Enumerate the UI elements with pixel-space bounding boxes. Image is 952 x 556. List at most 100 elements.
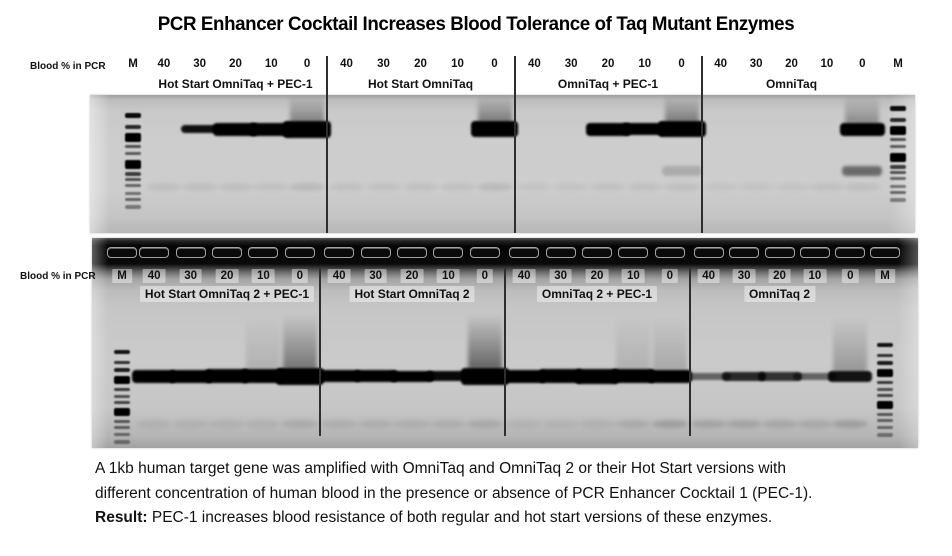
lane-label: 20 [585, 269, 609, 283]
ladder-band [877, 419, 893, 422]
marker-label: M [112, 269, 132, 283]
dna-band [647, 369, 692, 383]
primer-dimer-band [726, 420, 763, 428]
figure-caption: A 1kb human target gene was amplified wi… [95, 457, 915, 531]
dna-band [275, 367, 324, 385]
ladder-band [125, 133, 141, 142]
ladder-band [890, 145, 906, 148]
dna-band [828, 370, 873, 382]
ladder-band [890, 153, 906, 162]
ladder-band [877, 433, 893, 437]
primer-dimer-band [245, 420, 282, 428]
ladder-band [877, 401, 893, 409]
primer-dimer-band [217, 183, 254, 191]
group-divider [319, 268, 321, 436]
marker-label: M [893, 58, 903, 70]
ladder-band [890, 198, 906, 202]
dna-band [390, 370, 434, 382]
gel-well [693, 247, 724, 258]
lane-label: 0 [859, 58, 866, 70]
ladder-band [890, 177, 906, 180]
lane-label: 40 [714, 58, 728, 70]
dna-band [757, 371, 802, 381]
dna-band [792, 372, 837, 380]
dna-band [538, 369, 583, 383]
lane-label: 40 [142, 269, 166, 283]
lane-label: 0 [476, 269, 493, 283]
lane-smear [833, 316, 868, 373]
secondary-band [842, 166, 883, 176]
gel-well [107, 247, 137, 258]
lane-smear [290, 95, 325, 123]
lane-label: 30 [179, 269, 202, 283]
ladder-band [114, 350, 130, 354]
primer-dimer-band [136, 420, 173, 428]
ladder-band [890, 191, 906, 194]
lane-label: 40 [340, 58, 353, 70]
lane-smear [467, 313, 502, 370]
lane-label: 10 [436, 269, 460, 283]
group-divider [701, 56, 703, 233]
dna-band [283, 120, 332, 138]
lane-smear [845, 95, 880, 125]
gel-well [618, 247, 649, 258]
primer-dimer-band [145, 183, 182, 191]
ladder-band [877, 354, 893, 357]
ladder-band [890, 106, 906, 111]
gel-well [175, 247, 206, 258]
ladder-band [877, 426, 893, 429]
caption-line-1: A 1kb human target gene was amplified wi… [95, 460, 786, 477]
lane-label: 10 [451, 58, 464, 70]
lane-label: 10 [251, 269, 275, 283]
ladder-band [890, 138, 906, 141]
lane-smear [652, 315, 687, 372]
group-label: Hot Start OmniTaq [367, 77, 474, 91]
ladder-band [877, 388, 893, 391]
ladder-band [114, 395, 130, 398]
gel-well [248, 247, 279, 258]
ladder-band [890, 118, 906, 122]
ladder-band [125, 205, 141, 209]
ladder-band [125, 184, 141, 187]
group-label: Hot Start OmniTaq 2 + PEC-1 [139, 286, 315, 302]
ladder-band [114, 361, 130, 364]
primer-dimer-band [281, 420, 318, 428]
group-label: OmniTaq 2 + PEC-1 [536, 286, 658, 302]
ladder-band [114, 440, 130, 444]
lane-label: 30 [364, 269, 387, 283]
primer-dimer-band [357, 420, 394, 428]
lane-smear [246, 315, 281, 371]
dna-band [622, 123, 668, 135]
lane-label: 30 [749, 58, 763, 70]
primer-dimer-band [844, 183, 881, 191]
ladder-band [114, 376, 130, 384]
primer-dimer-band [476, 183, 513, 191]
primer-dimer-band [516, 183, 553, 191]
lane-label: 10 [638, 58, 652, 70]
primer-dimer-band [808, 183, 845, 191]
primer-dimer-band [289, 183, 326, 191]
gel-well [582, 247, 612, 258]
primer-dimer-band [321, 420, 358, 428]
gel-well [360, 247, 391, 258]
lane-label: 20 [768, 269, 791, 283]
dna-band [722, 371, 767, 381]
lane-label: 0 [303, 58, 311, 70]
group-label: Hot Start OmniTaq + PEC-1 [158, 77, 313, 91]
caption-line-2: different concentration of human blood i… [95, 484, 813, 502]
primer-dimer-band [553, 183, 590, 191]
group-divider [514, 56, 516, 233]
gel-well [397, 247, 427, 258]
marker-label: M [128, 58, 138, 70]
dna-band [839, 122, 885, 136]
lane-smear [664, 95, 699, 123]
gel-well [870, 247, 900, 258]
lane-label: 20 [601, 58, 615, 70]
primer-dimer-band [181, 183, 218, 191]
gel-well [799, 247, 830, 258]
ladder-band [114, 426, 130, 429]
figure-title: PCR Enhancer Cocktail Increases Blood To… [157, 13, 795, 35]
dna-band [460, 367, 509, 385]
dna-band [471, 121, 518, 137]
